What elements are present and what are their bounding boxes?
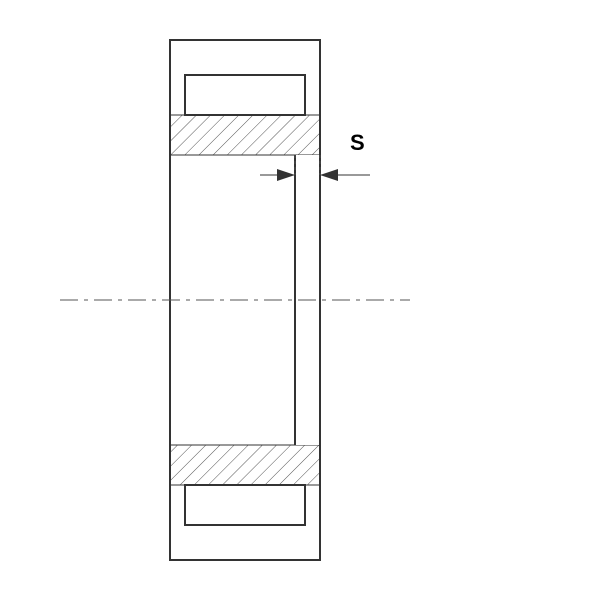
hatched-band — [170, 445, 320, 485]
inner-race-top — [185, 75, 305, 115]
dimension-label-s: S — [350, 130, 365, 155]
inner-race-bot — [185, 485, 305, 525]
hatched-band — [170, 115, 320, 155]
bearing-cross-section-diagram: S — [0, 0, 600, 600]
